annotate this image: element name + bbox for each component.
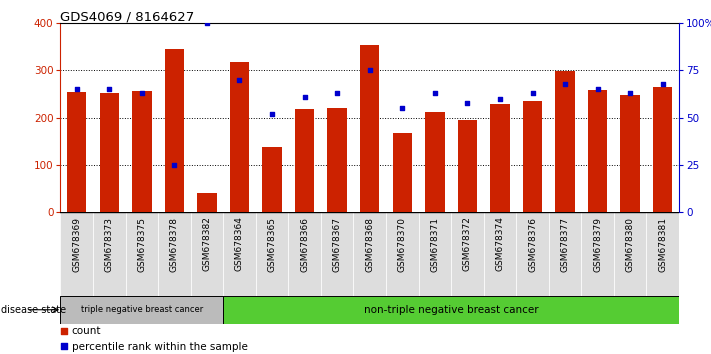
FancyBboxPatch shape xyxy=(646,212,679,296)
Text: GSM678364: GSM678364 xyxy=(235,217,244,272)
FancyBboxPatch shape xyxy=(191,212,223,296)
Text: GSM678375: GSM678375 xyxy=(137,217,146,272)
Text: GSM678368: GSM678368 xyxy=(365,217,374,272)
FancyBboxPatch shape xyxy=(582,212,614,296)
Bar xyxy=(230,62,250,212)
FancyBboxPatch shape xyxy=(223,212,256,296)
Point xyxy=(169,162,180,168)
FancyBboxPatch shape xyxy=(60,212,93,296)
Bar xyxy=(425,112,444,212)
Text: GDS4069 / 8164627: GDS4069 / 8164627 xyxy=(60,11,195,24)
FancyBboxPatch shape xyxy=(60,296,223,324)
Point xyxy=(331,90,343,96)
Text: GSM678373: GSM678373 xyxy=(105,217,114,272)
FancyBboxPatch shape xyxy=(386,212,419,296)
Point xyxy=(392,153,404,159)
FancyBboxPatch shape xyxy=(516,212,549,296)
Point xyxy=(560,81,571,86)
Bar xyxy=(360,45,380,212)
Point xyxy=(624,90,636,96)
Text: percentile rank within the sample: percentile rank within the sample xyxy=(72,342,247,352)
FancyBboxPatch shape xyxy=(419,212,451,296)
Text: GSM678381: GSM678381 xyxy=(658,217,667,272)
Bar xyxy=(327,108,347,212)
Text: GSM678376: GSM678376 xyxy=(528,217,537,272)
FancyBboxPatch shape xyxy=(483,212,516,296)
Text: GSM678370: GSM678370 xyxy=(397,217,407,272)
Bar xyxy=(295,109,314,212)
Point xyxy=(461,100,473,105)
Text: GSM678379: GSM678379 xyxy=(593,217,602,272)
FancyBboxPatch shape xyxy=(158,212,191,296)
Point xyxy=(364,68,375,73)
FancyBboxPatch shape xyxy=(321,212,353,296)
Text: GSM678367: GSM678367 xyxy=(333,217,342,272)
Bar xyxy=(458,120,477,212)
Bar xyxy=(67,92,87,212)
Text: GSM678382: GSM678382 xyxy=(203,217,211,272)
Point xyxy=(267,111,278,117)
FancyBboxPatch shape xyxy=(549,212,582,296)
Bar xyxy=(392,133,412,212)
Bar xyxy=(165,49,184,212)
Text: GSM678378: GSM678378 xyxy=(170,217,179,272)
Point xyxy=(397,105,408,111)
Point xyxy=(527,90,538,96)
Text: GSM678377: GSM678377 xyxy=(560,217,570,272)
Bar xyxy=(197,193,217,212)
FancyBboxPatch shape xyxy=(289,212,321,296)
Text: GSM678372: GSM678372 xyxy=(463,217,472,272)
Text: GSM678369: GSM678369 xyxy=(73,217,81,272)
Bar xyxy=(100,93,119,212)
Bar xyxy=(523,101,542,212)
Bar xyxy=(555,71,574,212)
Text: GSM678365: GSM678365 xyxy=(267,217,277,272)
Point xyxy=(592,86,604,92)
Point xyxy=(299,94,310,100)
Text: GSM678371: GSM678371 xyxy=(430,217,439,272)
Point xyxy=(657,81,668,86)
Text: GSM678380: GSM678380 xyxy=(626,217,635,272)
FancyBboxPatch shape xyxy=(256,212,289,296)
Bar xyxy=(262,147,282,212)
FancyBboxPatch shape xyxy=(223,296,679,324)
Point xyxy=(429,90,441,96)
FancyBboxPatch shape xyxy=(93,212,126,296)
Bar xyxy=(653,87,673,212)
Bar xyxy=(490,103,510,212)
FancyBboxPatch shape xyxy=(126,212,158,296)
Point xyxy=(201,20,213,26)
Text: GSM678374: GSM678374 xyxy=(496,217,504,272)
Point xyxy=(71,86,82,92)
FancyBboxPatch shape xyxy=(353,212,386,296)
Text: triple negative breast cancer: triple negative breast cancer xyxy=(81,305,203,314)
FancyBboxPatch shape xyxy=(451,212,483,296)
Text: disease state: disease state xyxy=(1,305,66,315)
Text: count: count xyxy=(72,326,101,336)
FancyBboxPatch shape xyxy=(614,212,646,296)
Bar xyxy=(621,96,640,212)
Point xyxy=(104,86,115,92)
Text: GSM678366: GSM678366 xyxy=(300,217,309,272)
Point xyxy=(392,298,404,304)
Point xyxy=(136,90,147,96)
Point xyxy=(494,96,506,102)
Bar xyxy=(588,90,607,212)
Text: non-triple negative breast cancer: non-triple negative breast cancer xyxy=(364,305,538,315)
Bar xyxy=(132,91,151,212)
Point xyxy=(234,77,245,83)
